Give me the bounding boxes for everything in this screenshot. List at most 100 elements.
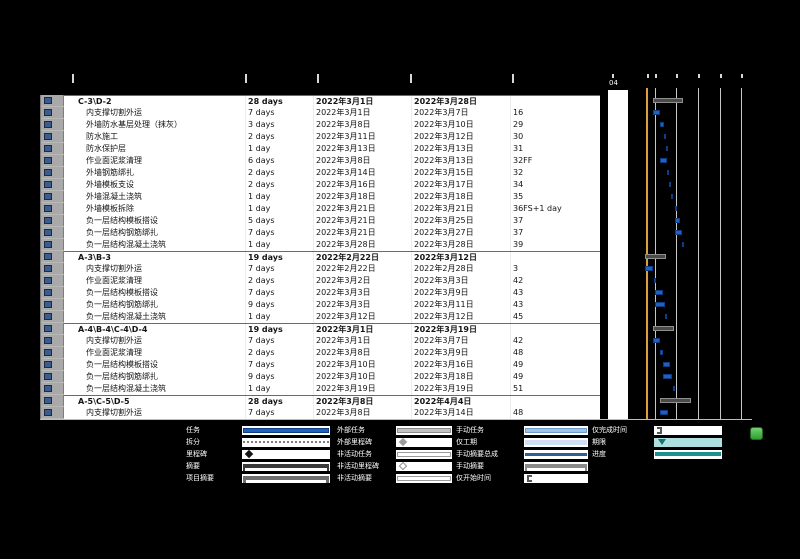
row-id-cell[interactable] bbox=[41, 143, 64, 155]
table-row[interactable]: 外墙钢筋绑扎 2 days 2022年3月14日 2022年3月15日 32 bbox=[64, 167, 601, 179]
row-id-cell[interactable] bbox=[41, 323, 64, 335]
table-row[interactable]: 防水保护层 1 day 2022年3月13日 2022年3月13日 31 bbox=[64, 143, 601, 155]
start-date-cell[interactable]: 2022年3月8日 bbox=[313, 119, 411, 131]
task-name-cell[interactable]: 负一层结构混凝土浇筑 bbox=[86, 240, 166, 249]
start-date-cell[interactable]: 2022年3月10日 bbox=[313, 359, 411, 371]
gantt-task-bar[interactable] bbox=[664, 314, 667, 319]
table-row[interactable]: 外墙模板拆除 1 day 2022年3月21日 2022年3月21日 36FS+1 da… bbox=[64, 203, 601, 215]
predecessor-cell[interactable]: 36FS+1 day bbox=[510, 203, 601, 215]
gantt-task-bar[interactable] bbox=[652, 338, 661, 343]
task-name-cell[interactable]: 负一层结构混凝土浇筑 bbox=[86, 384, 166, 393]
task-name-cell[interactable]: 作业面泥浆清理 bbox=[86, 276, 142, 285]
finish-date-cell[interactable]: 2022年3月27日 bbox=[411, 227, 510, 239]
gantt-summary-bar[interactable] bbox=[652, 98, 684, 103]
table-row[interactable]: 负一层结构混凝土浇筑 1 day 2022年3月12日 2022年3月12日 45 bbox=[64, 311, 601, 323]
gantt-task-bar[interactable] bbox=[674, 230, 683, 235]
task-name-cell[interactable]: C-3\D-2 bbox=[78, 96, 112, 106]
finish-date-cell[interactable]: 2022年3月12日 bbox=[411, 131, 510, 143]
finish-date-cell[interactable]: 2022年3月3日 bbox=[411, 275, 510, 287]
duration-cell[interactable]: 1 day bbox=[245, 239, 313, 251]
row-id-cell[interactable] bbox=[41, 95, 64, 107]
predecessor-cell[interactable]: 30 bbox=[510, 131, 601, 143]
start-date-cell[interactable]: 2022年2月22日 bbox=[313, 251, 411, 264]
predecessor-cell[interactable]: 37 bbox=[510, 215, 601, 227]
row-id-cell[interactable] bbox=[41, 359, 64, 371]
predecessor-cell[interactable]: 48 bbox=[510, 347, 601, 359]
duration-cell[interactable]: 2 days bbox=[245, 275, 313, 287]
row-id-cell[interactable] bbox=[41, 335, 64, 347]
duration-cell[interactable]: 7 days bbox=[245, 263, 313, 275]
row-id-cell[interactable] bbox=[41, 191, 64, 203]
finish-date-cell[interactable]: 2022年3月19日 bbox=[411, 323, 510, 336]
predecessor-cell[interactable]: 37 bbox=[510, 227, 601, 239]
table-row[interactable]: 内支撑切割外运 7 days 2022年3月8日 2022年3月14日 48 bbox=[64, 407, 601, 419]
duration-cell[interactable]: 19 days bbox=[245, 251, 313, 264]
start-date-cell[interactable]: 2022年3月1日 bbox=[313, 107, 411, 119]
predecessor-cell[interactable] bbox=[510, 395, 601, 408]
task-name-cell[interactable]: A-5\C-5\D-5 bbox=[78, 396, 130, 406]
gantt-task-bar[interactable] bbox=[654, 302, 665, 307]
start-date-cell[interactable]: 2022年2月22日 bbox=[313, 263, 411, 275]
table-row[interactable]: A-5\C-5\D-5 28 days 2022年3月8日 2022年4月4日 bbox=[64, 395, 601, 408]
task-name-cell[interactable]: 内支撑切割外运 bbox=[86, 264, 142, 273]
gantt-task-bar[interactable] bbox=[660, 122, 664, 127]
table-row[interactable]: 外墙防水基层处理（抹灰） 3 days 2022年3月8日 2022年3月10日 29 bbox=[64, 119, 601, 131]
table-row[interactable]: 负一层结构模板搭设 7 days 2022年3月3日 2022年3月9日 43 bbox=[64, 287, 601, 299]
gantt-summary-bar[interactable] bbox=[652, 326, 674, 331]
row-id-cell[interactable] bbox=[41, 347, 64, 359]
row-id-cell[interactable] bbox=[41, 287, 64, 299]
table-row[interactable]: 防水施工 2 days 2022年3月11日 2022年3月12日 30 bbox=[64, 131, 601, 143]
row-id-cell[interactable] bbox=[41, 179, 64, 191]
finish-date-cell[interactable]: 2022年3月25日 bbox=[411, 215, 510, 227]
start-date-cell[interactable]: 2022年3月16日 bbox=[313, 179, 411, 191]
task-name-cell[interactable]: 外墙防水基层处理（抹灰） bbox=[86, 120, 182, 129]
duration-cell[interactable]: 7 days bbox=[245, 227, 313, 239]
duration-cell[interactable]: 1 day bbox=[245, 203, 313, 215]
predecessor-cell[interactable]: 45 bbox=[510, 311, 601, 323]
row-id-cell[interactable] bbox=[41, 203, 64, 215]
table-row[interactable]: 负一层结构钢筋绑扎 9 days 2022年3月10日 2022年3月18日 49 bbox=[64, 371, 601, 383]
duration-cell[interactable]: 1 day bbox=[245, 383, 313, 395]
table-row[interactable]: 内支撑切割外运 7 days 2022年3月1日 2022年3月7日 16 bbox=[64, 107, 601, 119]
start-date-cell[interactable]: 2022年3月21日 bbox=[313, 215, 411, 227]
task-name-cell[interactable]: 负一层结构模板搭设 bbox=[86, 216, 158, 225]
duration-cell[interactable]: 5 days bbox=[245, 215, 313, 227]
finish-date-cell[interactable]: 2022年3月28日 bbox=[411, 239, 510, 251]
duration-cell[interactable]: 2 days bbox=[245, 179, 313, 191]
start-date-cell[interactable]: 2022年3月21日 bbox=[313, 227, 411, 239]
finish-date-cell[interactable]: 2022年3月7日 bbox=[411, 335, 510, 347]
duration-cell[interactable]: 7 days bbox=[245, 407, 313, 419]
row-id-cell[interactable] bbox=[41, 155, 64, 167]
task-name-cell[interactable]: 负一层结构钢筋绑扎 bbox=[86, 228, 158, 237]
row-id-cell[interactable] bbox=[41, 251, 64, 263]
duration-cell[interactable]: 6 days bbox=[245, 155, 313, 167]
start-date-cell[interactable]: 2022年3月8日 bbox=[313, 407, 411, 419]
finish-date-cell[interactable]: 2022年3月18日 bbox=[411, 191, 510, 203]
finish-date-cell[interactable]: 2022年3月13日 bbox=[411, 143, 510, 155]
task-name-cell[interactable]: 内支撑切割外运 bbox=[86, 408, 142, 417]
predecessor-cell[interactable]: 29 bbox=[510, 119, 601, 131]
start-date-cell[interactable]: 2022年3月8日 bbox=[313, 347, 411, 359]
finish-date-cell[interactable]: 2022年3月10日 bbox=[411, 119, 510, 131]
task-name-cell[interactable]: 外墙钢筋绑扎 bbox=[86, 168, 134, 177]
duration-cell[interactable]: 9 days bbox=[245, 371, 313, 383]
predecessor-cell[interactable]: 35 bbox=[510, 191, 601, 203]
task-name-cell[interactable]: A-3\B-3 bbox=[78, 252, 111, 262]
gantt-task-bar[interactable] bbox=[660, 350, 663, 355]
row-id-cell[interactable] bbox=[41, 311, 64, 323]
predecessor-cell[interactable]: 51 bbox=[510, 383, 601, 395]
task-name-cell[interactable]: 外墙模板拆除 bbox=[86, 204, 134, 213]
gantt-task-bar[interactable] bbox=[672, 386, 675, 391]
task-name-cell[interactable]: 负一层结构钢筋绑扎 bbox=[86, 300, 158, 309]
duration-cell[interactable]: 7 days bbox=[245, 359, 313, 371]
duration-cell[interactable]: 2 days bbox=[245, 347, 313, 359]
task-name-cell[interactable]: 外墙模板支设 bbox=[86, 180, 134, 189]
duration-cell[interactable]: 1 day bbox=[245, 311, 313, 323]
task-name-cell[interactable]: A-4\B-4\C-4\D-4 bbox=[78, 324, 148, 334]
finish-date-cell[interactable]: 2022年3月15日 bbox=[411, 167, 510, 179]
duration-cell[interactable]: 2 days bbox=[245, 167, 313, 179]
task-name-cell[interactable]: 外墙混凝土浇筑 bbox=[86, 192, 142, 201]
duration-cell[interactable]: 7 days bbox=[245, 287, 313, 299]
start-date-cell[interactable]: 2022年3月18日 bbox=[313, 191, 411, 203]
predecessor-cell[interactable]: 49 bbox=[510, 371, 601, 383]
